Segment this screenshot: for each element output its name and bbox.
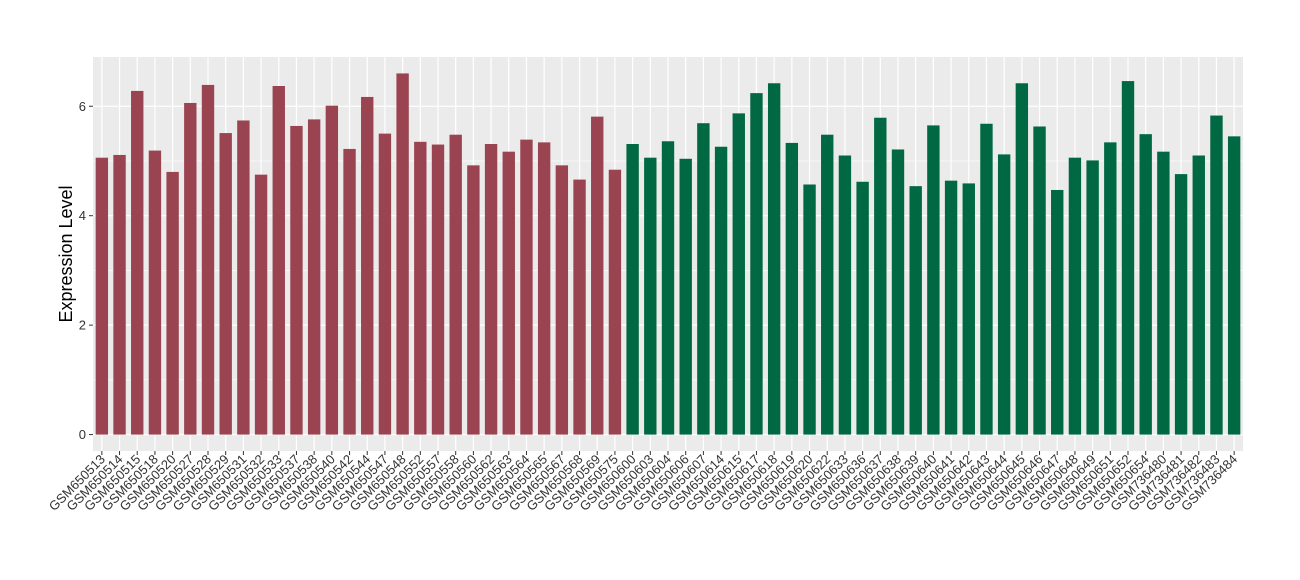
bar bbox=[343, 148, 356, 435]
bar bbox=[131, 90, 144, 435]
bars bbox=[95, 73, 1241, 435]
bar bbox=[148, 150, 162, 435]
bar bbox=[838, 155, 852, 435]
bar bbox=[644, 157, 657, 435]
bar bbox=[396, 73, 409, 435]
bar bbox=[1227, 136, 1241, 435]
bar bbox=[785, 142, 799, 435]
y-tick-label: 2 bbox=[79, 318, 86, 333]
bar bbox=[113, 154, 126, 435]
bar bbox=[732, 113, 745, 435]
bar bbox=[1104, 142, 1117, 435]
bar bbox=[1157, 151, 1170, 435]
bar bbox=[431, 144, 445, 435]
bar bbox=[1051, 189, 1064, 435]
bar bbox=[962, 183, 975, 435]
bar bbox=[1139, 134, 1152, 435]
bar bbox=[449, 134, 462, 435]
bar bbox=[1086, 160, 1099, 435]
y-tick-label: 4 bbox=[79, 208, 86, 223]
bar bbox=[803, 184, 816, 435]
bar bbox=[467, 165, 480, 435]
bar bbox=[1068, 157, 1082, 435]
bar bbox=[201, 84, 215, 435]
bar bbox=[714, 146, 728, 435]
bar bbox=[555, 165, 569, 435]
x-axis: GSM650513GSM650514GSM650515GSM650518GSM6… bbox=[46, 451, 1240, 514]
bar bbox=[166, 171, 179, 435]
bar bbox=[891, 149, 905, 435]
bar bbox=[378, 133, 392, 435]
bar bbox=[821, 134, 834, 435]
bar bbox=[661, 141, 675, 435]
bar bbox=[679, 158, 692, 435]
bar bbox=[290, 125, 303, 435]
bar bbox=[856, 181, 869, 435]
bar bbox=[325, 105, 339, 435]
bar bbox=[927, 125, 940, 435]
bar bbox=[750, 93, 763, 435]
bar bbox=[608, 169, 622, 435]
y-tick-label: 6 bbox=[79, 99, 86, 114]
bar bbox=[1192, 155, 1205, 435]
bar bbox=[414, 141, 427, 435]
bar bbox=[626, 144, 639, 435]
bar bbox=[254, 174, 268, 435]
bar bbox=[591, 116, 604, 435]
bar bbox=[520, 139, 533, 435]
bar bbox=[361, 96, 374, 435]
bar bbox=[944, 180, 958, 435]
bar bbox=[237, 120, 250, 435]
bar bbox=[184, 102, 197, 435]
y-axis-title: Expression Level bbox=[56, 185, 76, 322]
bar bbox=[484, 144, 498, 435]
bar bbox=[909, 186, 922, 435]
bar bbox=[307, 119, 321, 435]
bar bbox=[1121, 81, 1135, 435]
bar bbox=[1210, 115, 1223, 435]
bar bbox=[95, 157, 109, 435]
bar bbox=[997, 154, 1011, 435]
bar bbox=[1015, 83, 1029, 435]
y-tick-label: 0 bbox=[79, 427, 86, 442]
bar bbox=[1174, 174, 1188, 435]
bar bbox=[874, 117, 887, 435]
bar bbox=[767, 83, 781, 435]
bar bbox=[272, 86, 285, 435]
bar bbox=[697, 123, 710, 435]
bar bbox=[980, 123, 993, 435]
bar bbox=[1033, 126, 1046, 435]
bar bbox=[537, 142, 551, 435]
bar bbox=[573, 179, 586, 435]
bar bbox=[219, 133, 232, 435]
y-axis: 0 2 4 6 bbox=[79, 99, 93, 442]
bar bbox=[502, 151, 515, 435]
